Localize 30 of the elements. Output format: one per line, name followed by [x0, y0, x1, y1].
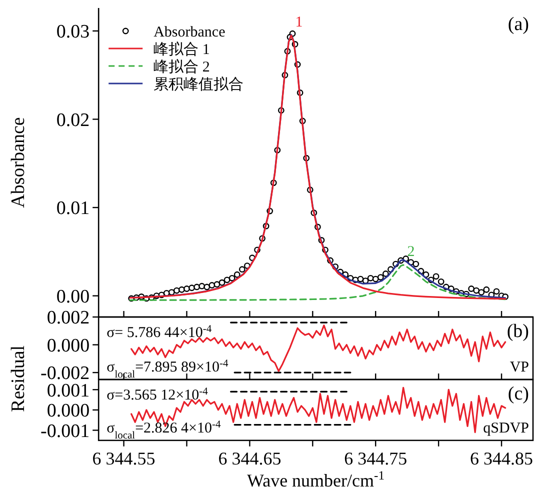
- x-axis-title: Wave number/cm$^{-1}$: [247, 468, 385, 490]
- legend-label: Absorbance: [154, 24, 226, 40]
- annotation: qSDVP: [483, 420, 529, 436]
- y-tick-label: -0.001: [40, 420, 90, 442]
- y-axis-title: Residual: [8, 345, 29, 412]
- annotation: σ$_{local}$=2.826 4×10$^{-4}$: [106, 418, 222, 441]
- annotation: (c): [508, 384, 529, 404]
- annotation: σ$_{local}$=7.895 89×10$^{-4}$: [106, 358, 230, 380]
- legend-label: 峰拟合 1: [154, 40, 210, 58]
- y-tick-label: 0.01: [56, 198, 90, 220]
- x-tick-label: 6 344.55: [92, 448, 156, 468]
- annotation: σ=3.565 12×10$^{-4}$: [106, 386, 209, 404]
- annotation: (a): [508, 14, 529, 35]
- annotation: σ= 5.786 44×10$^{-4}$: [106, 324, 212, 341]
- y-axis-title: Absorbance: [8, 117, 29, 208]
- y-tick-label: 0.02: [56, 110, 90, 131]
- annotation: 1: [295, 14, 303, 30]
- y-tick-label: 0.00: [56, 286, 90, 308]
- legend-label: 累积峰值拟合: [154, 76, 244, 93]
- annotation: (b): [506, 321, 529, 342]
- x-tick-label: 6 344.85: [470, 448, 534, 468]
- y-tick-label: 0.002: [46, 308, 90, 329]
- y-tick-label: 0.000: [46, 335, 90, 356]
- x-tick-label: 6 344.65: [218, 448, 282, 468]
- y-tick-label: 0.000: [46, 400, 90, 422]
- x-tick-label: 6 344.75: [344, 448, 408, 468]
- legend-label: 峰拟合 2: [154, 58, 210, 76]
- annotation: 2: [407, 244, 415, 260]
- y-tick-label: 0.03: [56, 22, 90, 43]
- annotation: VP: [510, 360, 529, 376]
